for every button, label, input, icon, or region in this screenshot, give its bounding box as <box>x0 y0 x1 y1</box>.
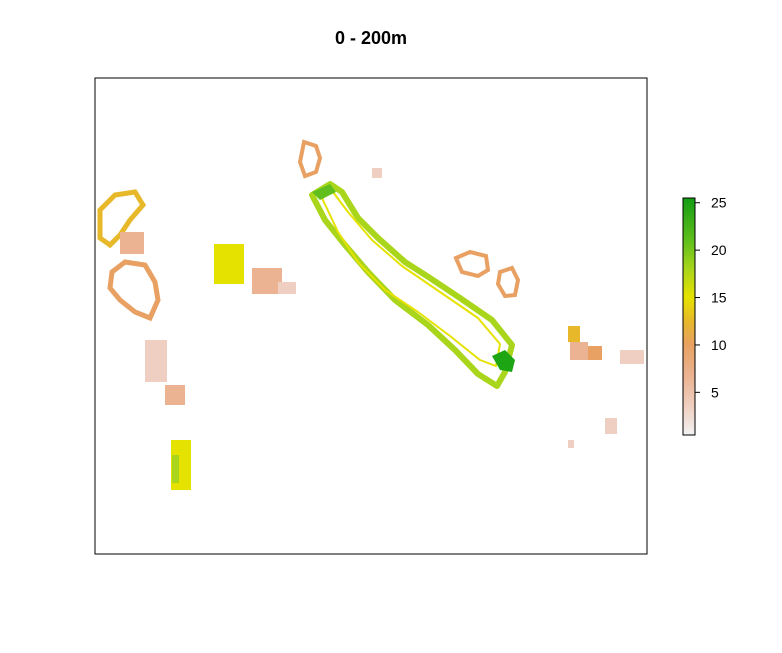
main-island-south-tip <box>492 350 515 372</box>
west-bank-2 <box>145 340 167 382</box>
legend-tick-label: 15 <box>711 290 727 306</box>
east-bank-5 <box>605 418 617 434</box>
main-island-north-tip <box>312 184 336 200</box>
legend-tick-label: 10 <box>711 337 727 353</box>
legend-ticks: 5 10 15 20 25 <box>695 195 727 400</box>
legend-colorbar <box>682 197 696 436</box>
loyalty-ring-2 <box>495 265 521 299</box>
west-atoll-north <box>97 189 147 249</box>
west-bank-3 <box>165 385 185 405</box>
east-bank-6 <box>568 440 574 448</box>
map-title: 0 - 200m <box>334 28 408 48</box>
legend-tick-label: 25 <box>711 195 727 211</box>
mid-bank-pink <box>278 282 296 294</box>
west-atoll-middle <box>107 259 161 322</box>
main-island-reef <box>309 181 515 389</box>
legend-tick-label: 5 <box>711 384 719 400</box>
loyalty-ring-1 <box>453 249 491 279</box>
north-islet <box>372 168 382 178</box>
main-island-inner <box>321 191 501 367</box>
west-bank-green <box>172 455 179 483</box>
east-bank-3 <box>588 346 602 360</box>
east-bank-2 <box>570 342 588 360</box>
map-frame <box>94 77 648 555</box>
north-atoll <box>297 139 323 179</box>
mid-bank-yellow <box>214 244 244 284</box>
east-bank-4 <box>620 350 644 364</box>
legend-tick-label: 20 <box>711 242 727 258</box>
west-bank-1 <box>120 232 144 254</box>
mid-bank-orange <box>252 268 282 294</box>
map-raster <box>97 139 644 490</box>
east-bank-1 <box>568 326 580 342</box>
